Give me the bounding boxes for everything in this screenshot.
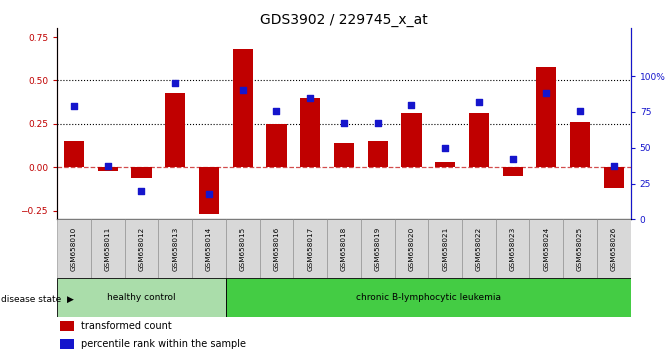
Title: GDS3902 / 229745_x_at: GDS3902 / 229745_x_at (260, 13, 428, 27)
Bar (225, 278, 631, 317)
Bar (192, 219, 225, 278)
Text: GSM658015: GSM658015 (240, 227, 246, 271)
Text: GSM658010: GSM658010 (71, 227, 77, 271)
Text: healthy control: healthy control (107, 293, 176, 302)
Point (609, 164, 619, 169)
Bar (570, 122, 590, 167)
Bar (435, 162, 455, 167)
Bar (199, 167, 219, 214)
Bar (293, 219, 327, 278)
Bar (428, 219, 462, 278)
Bar (158, 219, 192, 278)
Point (136, 188, 147, 194)
Bar (64, 141, 84, 167)
Text: GSM658026: GSM658026 (611, 227, 617, 271)
Text: GSM658011: GSM658011 (105, 227, 111, 271)
Bar (401, 114, 421, 167)
Point (372, 121, 383, 126)
Bar (462, 219, 496, 278)
Point (68, 103, 79, 109)
Point (339, 121, 350, 126)
Bar (260, 219, 293, 278)
Bar (469, 114, 489, 167)
Bar (60, 339, 74, 349)
Bar (91, 219, 125, 278)
Bar (60, 321, 74, 331)
Text: chronic B-lymphocytic leukemia: chronic B-lymphocytic leukemia (356, 293, 501, 302)
Text: disease state  ▶: disease state ▶ (1, 295, 74, 304)
Bar (125, 219, 158, 278)
Text: GSM658019: GSM658019 (374, 227, 380, 271)
Point (102, 164, 113, 169)
Text: GSM658022: GSM658022 (476, 227, 482, 271)
Bar (97, 167, 118, 171)
Text: GSM658016: GSM658016 (273, 227, 279, 271)
Text: GSM658014: GSM658014 (206, 227, 212, 271)
Text: GSM658024: GSM658024 (544, 227, 550, 271)
Bar (597, 219, 631, 278)
Bar (266, 124, 287, 167)
Text: GSM658021: GSM658021 (442, 227, 448, 271)
Point (474, 99, 484, 105)
Bar (563, 219, 597, 278)
Bar (57, 219, 91, 278)
Point (203, 191, 214, 196)
Bar (300, 98, 320, 167)
Text: transformed count: transformed count (81, 321, 171, 331)
Bar (361, 219, 395, 278)
Point (440, 145, 450, 150)
Bar (233, 49, 253, 167)
Bar (333, 143, 354, 167)
Bar (57, 278, 225, 317)
Bar (503, 167, 523, 176)
Bar (165, 93, 185, 167)
Text: GSM658017: GSM658017 (307, 227, 313, 271)
Text: GSM658020: GSM658020 (409, 227, 415, 271)
Bar (132, 167, 152, 178)
Point (507, 156, 518, 162)
Bar (529, 219, 563, 278)
Bar (395, 219, 428, 278)
Point (170, 80, 180, 86)
Text: GSM658025: GSM658025 (577, 227, 583, 271)
Text: GSM658012: GSM658012 (138, 227, 144, 271)
Text: GSM658018: GSM658018 (341, 227, 347, 271)
Bar (327, 219, 361, 278)
Point (238, 87, 248, 93)
Point (406, 102, 417, 108)
Bar (496, 219, 529, 278)
Bar (368, 141, 388, 167)
Point (575, 108, 586, 113)
Text: GSM658023: GSM658023 (509, 227, 515, 271)
Text: GSM658013: GSM658013 (172, 227, 178, 271)
Bar (604, 167, 624, 188)
Point (305, 95, 315, 101)
Bar (536, 67, 556, 167)
Point (541, 91, 552, 96)
Text: percentile rank within the sample: percentile rank within the sample (81, 339, 246, 349)
Bar (225, 219, 260, 278)
Point (271, 108, 282, 113)
